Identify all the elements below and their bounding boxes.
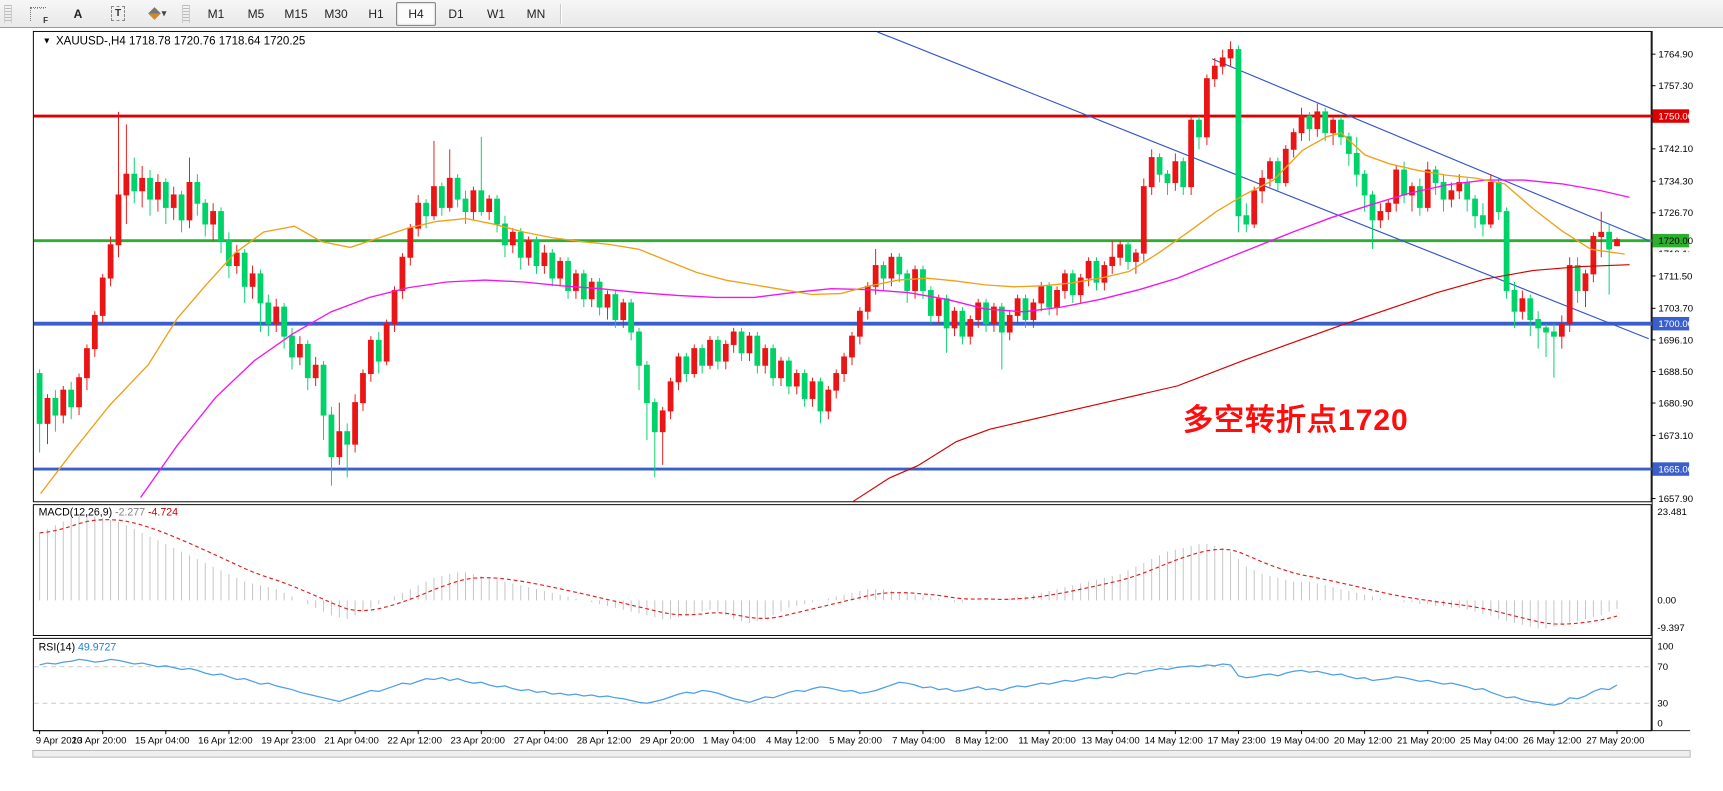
moving-average-slow-red — [853, 264, 1630, 502]
time-axis-label: 28 Apr 12:00 — [577, 736, 632, 747]
toolbar: F A T ▾ M1 M5 M15 M30 H1 H4 D1 W1 MN — [0, 0, 1723, 28]
chart-canvas[interactable]: 1764.90 1757.30 1742.10 1734.30 1726.70 1711.… — [0, 30, 1723, 786]
price-axis-label: 1757.30 — [1658, 81, 1693, 92]
chart-window[interactable]: 1764.90 1757.30 1742.10 1734.30 1726.70 1711.… — [0, 30, 1723, 786]
timeframe-button-m15[interactable]: M15 — [284, 6, 308, 21]
macd-axis-label: 0.00 — [1657, 596, 1676, 607]
chevron-down-icon: ▾ — [161, 8, 167, 18]
time-axis-label: 4 May 12:00 — [766, 736, 819, 747]
timeframe-button-mn[interactable]: MN — [526, 6, 546, 21]
timeframe-button-m30[interactable]: M30 — [324, 6, 348, 21]
price-axis-label: 1734.30 — [1658, 177, 1693, 188]
moving-average-mid-magenta — [140, 179, 1630, 498]
time-axis-label: 26 May 12:00 — [1523, 736, 1581, 747]
timeframe-toolbar-grip[interactable] — [182, 4, 190, 23]
rsi-indicator-label: RSI(14) 49.9727 — [39, 641, 117, 653]
time-axis-label: 11 May 20:00 — [1018, 736, 1076, 747]
price-level-tag-label: 1700.00 — [1658, 319, 1693, 330]
price-level-tag-1750 — [1652, 109, 1690, 123]
price-level-tag-label: 1720.00 — [1658, 236, 1693, 247]
time-axis-label: 25 May 04:00 — [1460, 736, 1518, 747]
time-axis-label: 21 May 20:00 — [1397, 736, 1455, 747]
time-axis-label: 19 May 04:00 — [1271, 736, 1329, 747]
time-axis-label: 9 Apr 2020 — [36, 736, 83, 747]
time-axis-label: 17 May 23:00 — [1208, 736, 1266, 747]
timeframe-buttons: M1 M5 M15 M30 H1 H4 D1 W1 MN — [196, 1, 556, 26]
current-price-tag-partial: 1719.10 — [1652, 247, 1693, 260]
collapse-triangle-icon: ▼ — [43, 35, 52, 45]
price-axis-label: 1711.50 — [1658, 271, 1692, 282]
price-level-tag-label: 1750.00 — [1658, 111, 1693, 122]
descending-trendline-short[interactable] — [1211, 58, 1649, 242]
window-bottom-strip — [32, 749, 1691, 758]
arrow-objects-icon[interactable]: ▾ — [138, 2, 178, 26]
text-box-glyph: T — [110, 6, 126, 21]
new-order-grid-icon[interactable]: F — [18, 2, 58, 26]
price-axis-label: 1680.90 — [1658, 398, 1693, 409]
text-box-icon[interactable]: T — [98, 2, 138, 26]
time-axis-label: 1 May 04:00 — [703, 736, 756, 747]
rsi-axis-label: 70 — [1657, 662, 1668, 673]
price-pane-border — [32, 30, 1652, 503]
time-axis-label: 13 May 04:00 — [1081, 736, 1139, 747]
time-axis-label: 15 Apr 04:00 — [135, 736, 190, 747]
time-axis-label: 29 Apr 20:00 — [640, 736, 695, 747]
time-axis-label: 13 Apr 20:00 — [72, 736, 127, 747]
macd-indicator-label: MACD(12,26,9) -2.277 -4.724 — [39, 507, 178, 519]
timeframe-button-d1[interactable]: D1 — [448, 6, 464, 21]
time-axis-label: 23 Apr 20:00 — [451, 736, 505, 747]
time-axis-label: 5 May 20:00 — [829, 736, 882, 747]
time-axis-label: 14 May 12:00 — [1145, 736, 1203, 747]
moving-average-fast-orange — [40, 132, 1625, 495]
time-axis-label: 27 Apr 04:00 — [514, 736, 569, 747]
time-axis-label: 20 May 12:00 — [1334, 736, 1392, 747]
text-label-icon[interactable]: A — [73, 6, 83, 21]
macd-axis-label: -9.397 — [1657, 623, 1684, 634]
diamond-glyph — [147, 7, 161, 20]
svg-text:1719.10: 1719.10 — [1658, 249, 1693, 260]
macd-histogram — [39, 514, 1618, 629]
timeframe-button-h1[interactable]: H1 — [368, 6, 384, 21]
rsi-axis-label: 30 — [1657, 699, 1668, 710]
macd-axis-label: 23.481 — [1657, 507, 1686, 518]
price-axis-label: 1726.70 — [1658, 208, 1693, 219]
time-axis-label: 8 May 12:00 — [955, 736, 1008, 747]
price-level-tag-1720 — [1652, 233, 1690, 248]
timeframe-button-m5[interactable]: M5 — [247, 6, 265, 21]
grid-glyph: F — [30, 6, 48, 25]
chart-annotation-text[interactable]: 多空转折点1720 — [1183, 404, 1409, 437]
time-axis-label: 16 Apr 12:00 — [198, 736, 253, 747]
time-axis-label: 27 May 20:00 — [1586, 736, 1644, 747]
price-axis-label: 1696.10 — [1658, 335, 1693, 346]
rsi-axis-label: 100 — [1657, 641, 1673, 652]
price-axis-label: 1742.10 — [1658, 144, 1693, 155]
timeframe-button-m1[interactable]: M1 — [207, 6, 225, 21]
candlestick-series — [36, 41, 1620, 486]
price-axis-label: 1673.10 — [1658, 431, 1693, 442]
time-axis-label: 7 May 04:00 — [892, 736, 945, 747]
time-axis-label: 22 Apr 12:00 — [387, 736, 441, 747]
timeframe-button-h4[interactable]: H4 — [396, 1, 436, 26]
macd-signal-line — [39, 519, 1618, 625]
price-level-tag-1665 — [1652, 462, 1690, 476]
price-axis-label: 1657.90 — [1658, 494, 1693, 505]
chart-background — [32, 30, 1691, 786]
price-axis-label: 1688.50 — [1658, 367, 1693, 378]
price-axis-label: 1764.90 — [1658, 50, 1693, 61]
chart-title-ohlc: XAUUSD-,H4 1718.78 1720.76 1718.64 1720.… — [56, 35, 305, 47]
price-level-tag-label: 1665.00 — [1658, 464, 1693, 475]
toolbar-separator — [560, 3, 561, 24]
rsi-line — [39, 658, 1618, 706]
macd-pane-border — [32, 504, 1652, 636]
rsi-axis-label: 0 — [1657, 718, 1662, 729]
timeframe-button-w1[interactable]: W1 — [487, 6, 505, 21]
price-axis-label: 1703.70 — [1658, 304, 1693, 315]
price-level-tag-1700 — [1652, 316, 1690, 331]
toolbar-drag-grip[interactable] — [4, 4, 12, 23]
time-axis-label: 19 Apr 23:00 — [261, 736, 315, 747]
time-axis-label: 21 Apr 04:00 — [324, 736, 378, 747]
